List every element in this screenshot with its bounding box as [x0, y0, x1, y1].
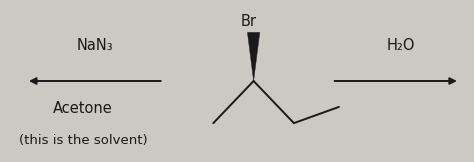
Polygon shape: [247, 32, 260, 81]
Text: Acetone: Acetone: [53, 101, 113, 116]
Text: H₂O: H₂O: [386, 38, 415, 53]
Text: (this is the solvent): (this is the solvent): [18, 134, 147, 147]
Text: NaN₃: NaN₃: [76, 38, 113, 53]
Text: Br: Br: [241, 14, 257, 29]
